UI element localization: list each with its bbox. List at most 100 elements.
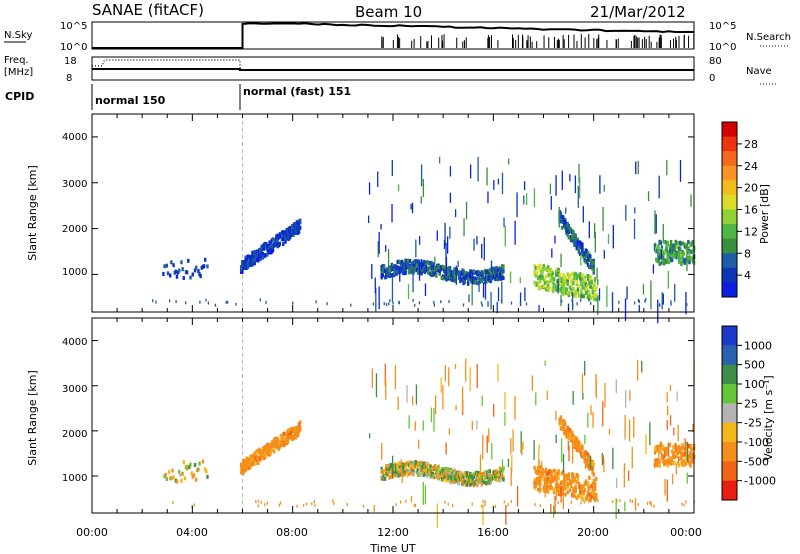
velocity-noise-streak (602, 455, 604, 464)
velocity-noise-streak (677, 424, 679, 442)
velocity-echo-cell (593, 487, 597, 492)
nsky-panel: N.Sky 10^5 10^0 10^5 10^0 N.Search (4, 21, 791, 53)
velocity-echo-cell (653, 463, 657, 468)
velocity-echo-cell (294, 435, 297, 440)
power-noise-streak (424, 283, 427, 297)
velocity-ground-dot (405, 499, 407, 503)
velocity-noise-streak (587, 412, 589, 428)
power-ground-dot (385, 303, 388, 307)
power-noise-streak (666, 159, 668, 176)
power-echo-cell (682, 251, 685, 256)
power-noise-streak (490, 260, 493, 271)
velocity-noise-streak (541, 461, 543, 477)
velocity-echo-cell (179, 472, 182, 477)
velocity-ground-dot (452, 503, 454, 507)
velocity-noise-streak (590, 405, 592, 416)
power-echo-cell (418, 259, 421, 264)
power-echo-cell (466, 281, 470, 286)
power-echo-cell (163, 264, 166, 269)
power-ground-dot (481, 303, 483, 307)
power-echo-cell (575, 282, 579, 287)
power-echo-cell (669, 242, 673, 247)
power-echo-cell (567, 235, 571, 240)
power-ground-dot (265, 300, 267, 304)
power-echo-cell (162, 272, 165, 277)
velocity-echo-cell (690, 447, 693, 452)
velocity-noise-streak (595, 380, 597, 399)
velocity-noise-streak (628, 419, 631, 442)
velocity-echo-cell (563, 419, 566, 424)
velocity-echo-cell (269, 451, 272, 456)
power-echo-cell (412, 270, 415, 275)
velocity-echo-cell (588, 455, 591, 460)
velocity-echo-cell (658, 459, 661, 464)
velocity-noise-streak (406, 471, 408, 478)
velocity-echo-cell (541, 467, 544, 472)
power-echo-cell (539, 286, 542, 291)
velocity-colorbar-swatch (722, 422, 737, 443)
velocity-ground-dot (413, 503, 415, 507)
power-noise-streak (662, 293, 664, 305)
power-echo-cell (557, 268, 560, 273)
velocity-echo-cell (572, 486, 575, 491)
velocity-ground-dot (264, 503, 266, 507)
velocity-noise-streak (493, 404, 495, 417)
power-echo-cell (486, 270, 489, 275)
power-noise-streak (465, 201, 468, 220)
power-echo-cell (547, 280, 550, 285)
velocity-echo-cell (553, 469, 557, 474)
power-ylabel: Slant Range [km] (26, 165, 39, 261)
power-echo-cell (566, 279, 569, 284)
freq-right-tick-top: 80 (709, 56, 722, 67)
power-echo-cell (575, 280, 579, 285)
power-noise-streak (565, 207, 567, 214)
power-echo-cell (261, 254, 264, 259)
velocity-echo-cell (550, 469, 553, 474)
power-echo-cell (533, 269, 536, 274)
velocity-colorbar-ticklabel: -100 (744, 436, 769, 449)
velocity-echo-cell (680, 450, 683, 455)
velocity-noise-streak (497, 364, 499, 382)
power-noise-streak (582, 206, 584, 223)
power-echo-cell (262, 245, 266, 250)
velocity-echo-cell (557, 483, 560, 488)
power-colorbar-ticklabel: 16 (744, 204, 758, 217)
velocity-echo-cell (239, 462, 243, 467)
power-echo-cell (663, 261, 666, 266)
velocity-echo-cell (550, 486, 553, 491)
velocity-echo-cell (591, 466, 594, 471)
power-noise-streak (501, 281, 503, 304)
power-echo-cell (583, 255, 586, 260)
freq-left-tick-top: 18 (64, 56, 77, 67)
power-colorbar-swatch (722, 194, 737, 210)
velocity-noise-streak (397, 396, 399, 410)
velocity-echo-cell (482, 480, 486, 485)
power-echo-cell (428, 265, 431, 270)
power-echo-cell (593, 279, 597, 284)
velocity-noise-streak (666, 479, 668, 502)
velocity-echo-cell (449, 480, 453, 485)
power-ytick-3000: 3000 (62, 179, 87, 190)
power-echo-cell (659, 241, 662, 246)
power-echo-cell (181, 267, 184, 272)
velocity-ground-dot (647, 501, 649, 505)
power-echo-cell (254, 254, 258, 259)
velocity-echo-cell (536, 487, 540, 492)
power-echo-cell (586, 263, 590, 268)
power-echo-cell (688, 260, 691, 265)
velocity-echo-cell (197, 467, 200, 472)
power-noise-streak (579, 177, 581, 199)
velocity-echo-cell (437, 464, 440, 469)
velocity-noise-streak (669, 384, 672, 392)
velocity-noise-streak (418, 439, 420, 449)
power-echo-cell (574, 294, 577, 299)
power-echo-cell (421, 263, 424, 268)
velocity-echo-cell (559, 415, 563, 420)
velocity-noise-streak (482, 434, 484, 460)
velocity-ground-dot (583, 500, 585, 504)
velocity-echo-cell (172, 475, 175, 480)
velocity-echo-cell (675, 453, 679, 458)
velocity-echo-cell (588, 475, 591, 480)
power-noise-streak (455, 265, 457, 285)
power-echo-cell (587, 274, 590, 279)
